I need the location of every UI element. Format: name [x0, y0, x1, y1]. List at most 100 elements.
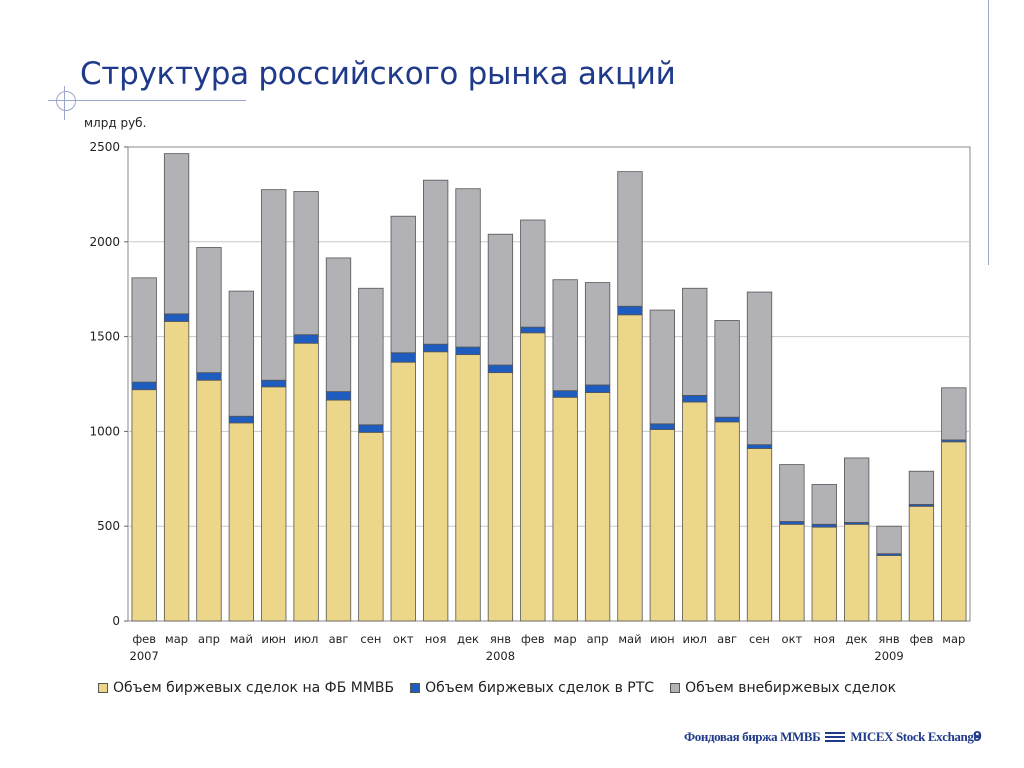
bar-segment-micex	[617, 314, 643, 622]
bar-segment-micex	[423, 351, 449, 622]
bar-segment-otc	[552, 279, 578, 392]
y-tick-label: 1500	[89, 330, 120, 344]
bar-segment-rts	[261, 379, 287, 388]
bar-segment-rts	[293, 334, 319, 344]
x-year-label: 2007	[130, 649, 159, 663]
x-tick-label: авг	[329, 632, 349, 646]
bar-segment-otc	[293, 191, 319, 336]
y-tick-label: 500	[97, 519, 120, 533]
bar-segment-rts	[584, 384, 611, 393]
bar-segment-otc	[682, 287, 708, 396]
x-tick-label: янв	[878, 632, 899, 646]
micex-logo: Фондовая биржа ММВБ MICEX Stock Exchange	[684, 729, 979, 745]
bar-segment-micex	[876, 555, 902, 622]
decorative-horizontal-line	[48, 100, 246, 101]
x-tick-label: дек	[846, 632, 868, 646]
bar-segment-micex	[552, 396, 578, 622]
x-tick-label: апр	[587, 632, 609, 646]
y-tick-label: 2500	[89, 140, 120, 154]
legend-item-otc: Объем внебиржевых сделок	[670, 680, 896, 696]
bar-segment-otc	[228, 290, 254, 417]
bar-segment-rts	[487, 364, 514, 374]
bar-segment-rts	[196, 372, 222, 381]
bar-segment-micex	[325, 399, 352, 622]
legend-item-micex: Объем биржевых сделок на ФБ ММВБ	[98, 680, 394, 696]
bar-segment-rts	[520, 326, 546, 334]
x-tick-label: июл	[682, 632, 707, 646]
bar-segment-otc	[131, 277, 157, 383]
bar-segment-rts	[163, 313, 190, 322]
bar-segment-rts	[617, 305, 643, 316]
bar-segment-micex	[908, 505, 935, 622]
micex-logo-icon	[825, 732, 846, 742]
bar-segment-micex	[358, 431, 384, 622]
x-tick-label: янв	[490, 632, 511, 646]
bar-segment-micex	[520, 332, 546, 622]
x-tick-label: окт	[782, 632, 803, 646]
bar-segment-micex	[131, 389, 157, 622]
x-tick-label: апр	[198, 632, 220, 646]
bar-segment-micex	[487, 372, 514, 622]
bar-segment-rts	[228, 415, 254, 424]
x-tick-label: мар	[942, 632, 965, 646]
bar-segment-otc	[584, 282, 611, 386]
bar-segment-otc	[779, 464, 805, 522]
bar-segment-rts	[552, 390, 578, 398]
bar-segment-otc	[196, 247, 222, 374]
bar-segment-rts	[746, 444, 773, 449]
bar-segment-otc	[261, 189, 287, 381]
x-tick-label: фев	[521, 632, 545, 646]
bar-segment-micex	[811, 526, 837, 622]
bar-segment-micex	[649, 429, 675, 622]
bar-segment-micex	[714, 421, 740, 622]
bar-segment-otc	[455, 188, 481, 348]
bar-segment-rts	[390, 352, 416, 363]
bar-segment-rts	[358, 424, 384, 433]
bar-segment-micex	[196, 379, 222, 622]
x-tick-label: мар	[165, 632, 188, 646]
bar-segment-micex	[163, 321, 190, 622]
x-tick-label: ноя	[425, 632, 446, 646]
x-tick-label: июл	[294, 632, 319, 646]
bar-segment-otc	[908, 470, 935, 505]
bar-segment-otc	[746, 291, 773, 446]
legend-label-otc: Объем внебиржевых сделок	[685, 680, 897, 696]
bar-segment-micex	[844, 523, 870, 622]
logo-text-en: MICEX Stock Exchange	[850, 729, 979, 744]
x-tick-label: сен	[749, 632, 770, 646]
y-tick-label: 1000	[89, 424, 120, 438]
bar-segment-micex	[390, 361, 416, 622]
bar-segment-otc	[520, 219, 546, 328]
bar-segment-otc	[941, 387, 967, 441]
bar-segment-otc	[487, 233, 514, 366]
bar-segment-micex	[584, 392, 611, 622]
legend-item-rts: Объем биржевых сделок в РТС	[410, 680, 654, 696]
bar-segment-rts	[325, 391, 352, 401]
bar-segment-rts	[779, 521, 805, 525]
bar-segment-otc	[714, 320, 740, 418]
bar-segment-rts	[649, 423, 675, 430]
bar-segment-rts	[714, 416, 740, 423]
bar-segment-rts	[811, 523, 837, 528]
bar-segment-micex	[941, 441, 967, 622]
decorative-vertical-line	[988, 0, 989, 265]
page-number: 9	[973, 730, 983, 745]
bar-segment-micex	[746, 448, 773, 622]
bar-segment-otc	[390, 215, 416, 354]
y-axis-unit-label: млрд руб.	[84, 116, 147, 130]
bar-segment-otc	[844, 457, 870, 523]
x-tick-label: авг	[717, 632, 737, 646]
bar-segment-micex	[261, 386, 287, 622]
bar-segment-rts	[131, 381, 157, 391]
y-tick-label: 0	[112, 614, 120, 628]
bar-segment-otc	[358, 287, 384, 426]
bar-segment-micex	[293, 342, 319, 622]
x-tick-label: дек	[457, 632, 479, 646]
bar-segment-micex	[779, 523, 805, 622]
x-tick-label: май	[618, 632, 641, 646]
bar-segment-rts	[423, 343, 449, 353]
x-tick-label: ноя	[814, 632, 835, 646]
legend-swatch-otc	[670, 683, 681, 693]
bar-segment-otc	[649, 309, 675, 425]
